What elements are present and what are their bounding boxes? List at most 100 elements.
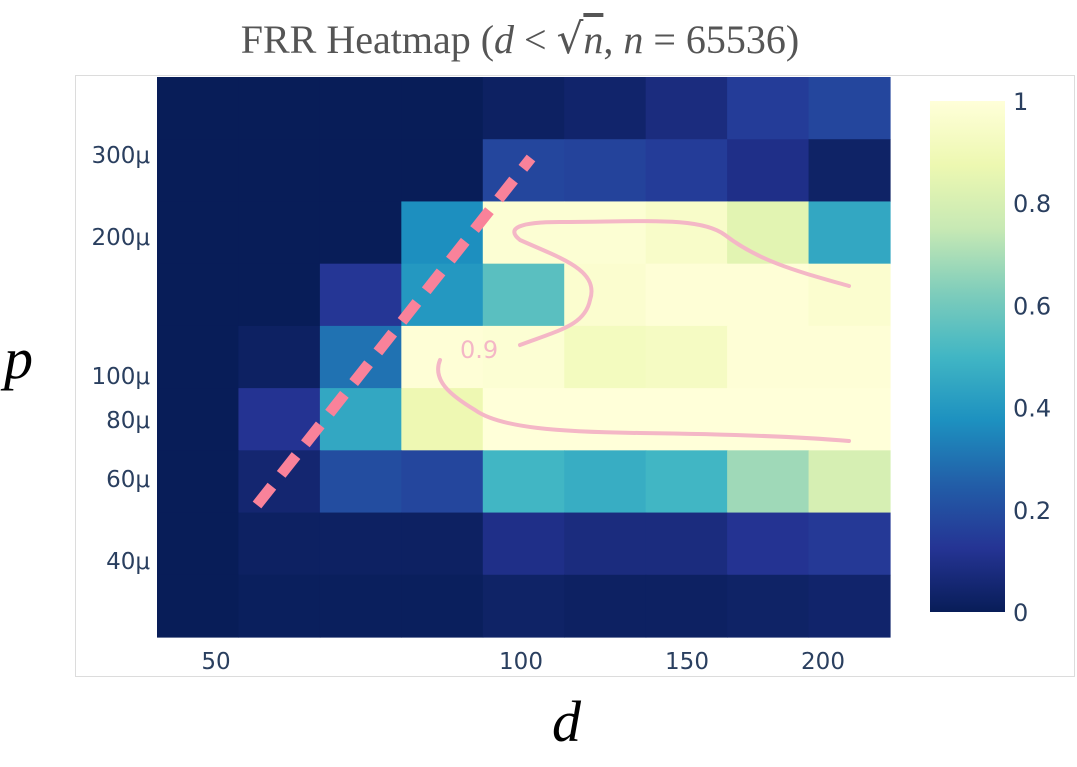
contour-line (436, 219, 851, 443)
colorbar (930, 101, 1005, 612)
heatmap-cell (645, 201, 728, 265)
heatmap-cell (238, 201, 321, 265)
heatmap-cell (238, 512, 321, 576)
heatmap-cell (401, 450, 484, 514)
heatmap-cell (727, 450, 810, 514)
heatmap-cell (808, 512, 891, 576)
heatmap-cell (645, 263, 728, 327)
heatmap-cell (157, 388, 240, 451)
heatmap-cell (564, 77, 647, 140)
heatmap-cell (727, 512, 810, 576)
heatmap-cell (319, 263, 402, 327)
heatmap-cell (319, 388, 402, 451)
heatmap-cell (564, 512, 647, 576)
contour-label: 0.9 (460, 336, 498, 364)
heatmap-cell (727, 388, 810, 451)
heatmap-cell (482, 263, 565, 327)
heatmap-cell (727, 325, 810, 389)
y-tick-label: 60μ (106, 467, 150, 493)
heatmap-cell (238, 325, 321, 389)
heatmap-cell (727, 77, 810, 140)
colorbar-tick-label: 0.6 (1013, 292, 1051, 320)
heatmap-cell (157, 325, 240, 389)
x-tick-label: 50 (201, 649, 230, 675)
heatmap-cell (808, 139, 891, 203)
heatmap-cell (319, 201, 402, 265)
heatmap-cell (482, 450, 565, 514)
heatmap-cell (564, 263, 647, 327)
heatmap-cell (157, 77, 240, 140)
heatmap-cell (808, 325, 891, 389)
heatmap-cell (645, 574, 728, 638)
heatmap-cell (401, 512, 484, 576)
heatmap-cell (157, 450, 240, 514)
heatmap-cell (645, 450, 728, 514)
heatmap-cell (319, 574, 402, 638)
heatmap-cell (319, 450, 402, 514)
y-tick-label: 80μ (106, 408, 150, 434)
heatmap-cell (401, 574, 484, 638)
heatmap-cell (564, 325, 647, 389)
heatmap-cell (482, 512, 565, 576)
x-axis-label: d (552, 689, 581, 754)
x-tick-label: 200 (801, 649, 845, 675)
y-tick-label: 200μ (91, 225, 150, 251)
heatmap-cell (238, 263, 321, 327)
heatmap-cell (401, 139, 484, 203)
heatmap-cell (238, 77, 321, 140)
x-tick-label: 150 (665, 649, 709, 675)
heatmap-cell (645, 325, 728, 389)
heatmap-cell (808, 201, 891, 265)
heatmap-cell (401, 201, 484, 265)
heatmap-cell (645, 388, 728, 451)
heatmap-cell (808, 77, 891, 140)
heatmap-cell (727, 263, 810, 327)
heatmap-cell (238, 574, 321, 638)
heatmap-cell (564, 139, 647, 203)
heatmap-cell (482, 139, 565, 203)
heatmap-cell (238, 139, 321, 203)
heatmap-cell (645, 139, 728, 203)
heatmap-cell (727, 139, 810, 203)
heatmap-cell (319, 77, 402, 140)
boundary-dashed-line (252, 154, 536, 509)
y-axis-label: p (4, 326, 33, 391)
heatmap-cell (157, 263, 240, 327)
heatmap-cell (645, 77, 728, 140)
heatmap-cell (157, 139, 240, 203)
heatmap-cell (401, 325, 484, 389)
colorbar-tick-label: 0.8 (1013, 190, 1051, 218)
heatmap-cell (238, 450, 321, 514)
y-tick-label: 100μ (91, 364, 150, 390)
chart-title: FRR Heatmap (d < √n, n = 65536) (240, 14, 800, 63)
colorbar-tick-label: 0 (1013, 599, 1028, 627)
heatmap-cell (645, 512, 728, 576)
heatmap-cell (727, 201, 810, 265)
plot-frame (75, 75, 1075, 677)
y-tick-label: 40μ (106, 549, 150, 575)
heatmap-cell (319, 512, 402, 576)
heatmap-cell (808, 263, 891, 327)
heatmap-cell (808, 450, 891, 514)
heatmap-cell (482, 325, 565, 389)
heatmap-cell (319, 139, 402, 203)
heatmap-cell (564, 201, 647, 265)
heatmap-cell (401, 77, 484, 140)
colorbar-tick-label: 1 (1013, 88, 1028, 116)
colorbar-tick-label: 0.2 (1013, 497, 1051, 525)
heatmap-cell (157, 574, 240, 638)
heatmap-cell (727, 574, 810, 638)
heatmap-cell (401, 388, 484, 451)
heatmap-cell (564, 388, 647, 451)
heatmap-cell (482, 77, 565, 140)
y-tick-label: 300μ (91, 143, 150, 169)
heatmap-cell (564, 574, 647, 638)
colorbar-tick-label: 0.4 (1013, 395, 1051, 423)
heatmap-cell (564, 450, 647, 514)
x-tick-label: 100 (499, 649, 543, 675)
heatmap-cell (808, 574, 891, 638)
heatmap-cell (482, 574, 565, 638)
heatmap-cell (157, 201, 240, 265)
heatmap-cell (157, 512, 240, 576)
